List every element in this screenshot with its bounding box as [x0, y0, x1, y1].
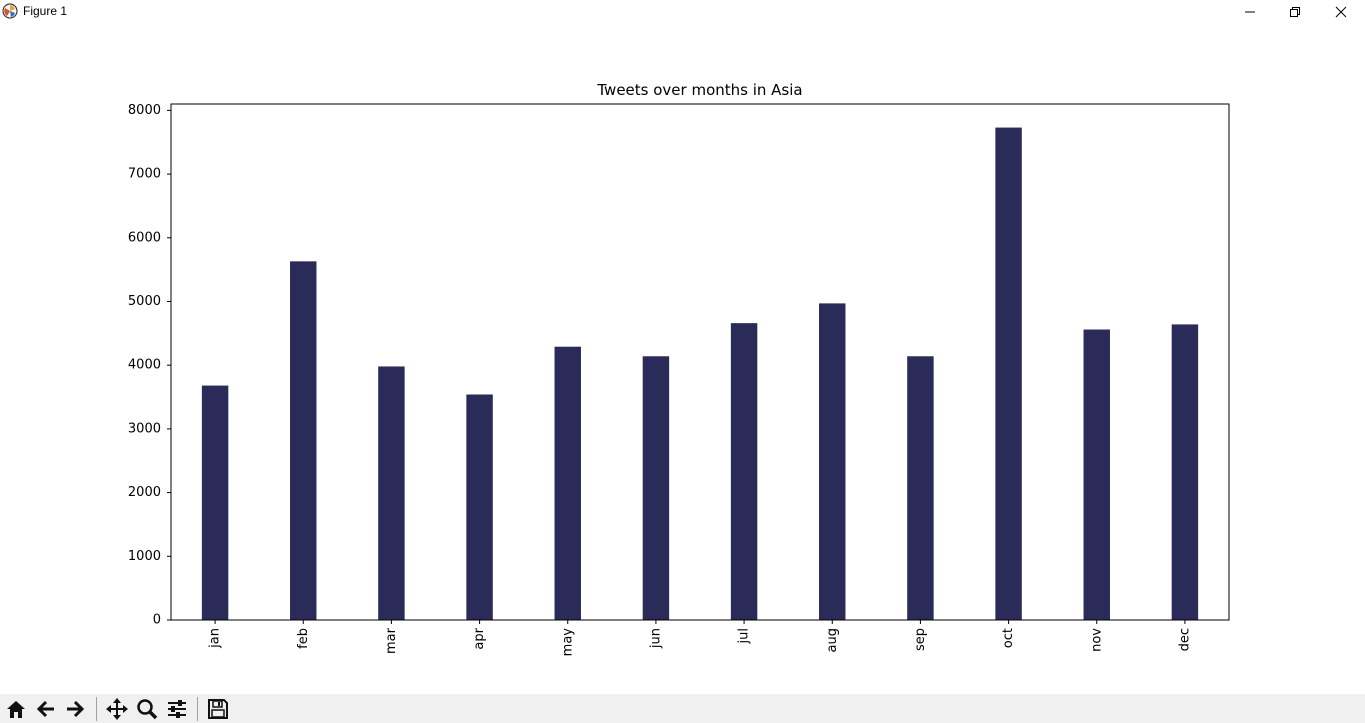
bar-chart: Tweets over months in Asia 0 1000 2000 3000… [128, 81, 1230, 657]
x-tick-label: nov [1089, 628, 1104, 652]
x-tick-label: dec [1177, 628, 1192, 651]
x-tick-label: apr [472, 627, 487, 649]
y-tick-label: 5000 [128, 294, 161, 309]
minimize-button[interactable] [1227, 0, 1273, 24]
navigation-toolbar [0, 694, 1365, 723]
bar-sep [907, 356, 934, 620]
y-tick-label: 4000 [128, 358, 161, 373]
y-tick-label: 7000 [128, 167, 161, 182]
home-icon [7, 701, 25, 718]
y-tick-label: 1000 [128, 549, 161, 564]
bar-jan [201, 385, 229, 620]
y-tick-label: 6000 [128, 230, 161, 245]
zoom-button[interactable] [133, 695, 161, 723]
configure-subplots-button[interactable] [163, 695, 191, 723]
x-tick-label: feb [296, 628, 311, 649]
toolbar-separator [96, 697, 97, 721]
bar-jun [642, 356, 670, 620]
figure-canvas[interactable]: Tweets over months in Asia 0 1000 2000 3000… [0, 24, 1365, 694]
x-tick-label: may [560, 628, 575, 657]
window-titlebar: Figure 1 [0, 0, 1365, 24]
x-tick-label: jul [737, 628, 752, 644]
restore-button[interactable] [1272, 0, 1318, 24]
zoom-icon [137, 699, 158, 720]
close-icon [1335, 6, 1347, 18]
x-tick-label: mar [384, 627, 399, 654]
close-button[interactable] [1318, 0, 1364, 24]
home-button[interactable] [2, 695, 30, 723]
x-tick-label: jan [208, 628, 223, 649]
x-tick-label: jun [648, 628, 663, 649]
bar-mar [378, 366, 405, 620]
bar-oct [995, 127, 1022, 620]
x-tick-label: aug [825, 628, 840, 652]
bar-feb [290, 261, 317, 620]
save-icon [208, 699, 228, 719]
bar-nov [1083, 329, 1110, 620]
chart-title: Tweets over months in Asia [596, 81, 802, 99]
window-title: Figure 1 [23, 4, 68, 18]
plot-frame [170, 103, 1230, 621]
configure-subplots-icon [168, 700, 186, 718]
forward-button[interactable] [61, 695, 89, 723]
bar-jul [730, 323, 758, 620]
y-tick-label: 8000 [128, 103, 161, 118]
y-tick-label: 2000 [128, 485, 161, 500]
pan-icon [106, 698, 128, 720]
bar-dec [1171, 324, 1199, 620]
back-arrow-icon [36, 700, 54, 718]
toolbar-separator [197, 697, 198, 721]
bar-may [554, 346, 581, 620]
matplotlib-logo-icon [2, 3, 18, 19]
forward-arrow-icon [67, 700, 85, 718]
bar-apr [466, 394, 493, 620]
y-tick-label: 0 [153, 613, 161, 628]
minimize-icon [1245, 11, 1255, 13]
save-button[interactable] [204, 695, 232, 723]
x-tick-label: sep [913, 628, 928, 651]
y-tick-label: 3000 [128, 421, 161, 436]
back-button[interactable] [32, 695, 60, 723]
bar-aug [819, 303, 846, 620]
restore-icon [1290, 7, 1300, 17]
x-tick-label: oct [1001, 628, 1016, 648]
pan-button[interactable] [103, 695, 131, 723]
